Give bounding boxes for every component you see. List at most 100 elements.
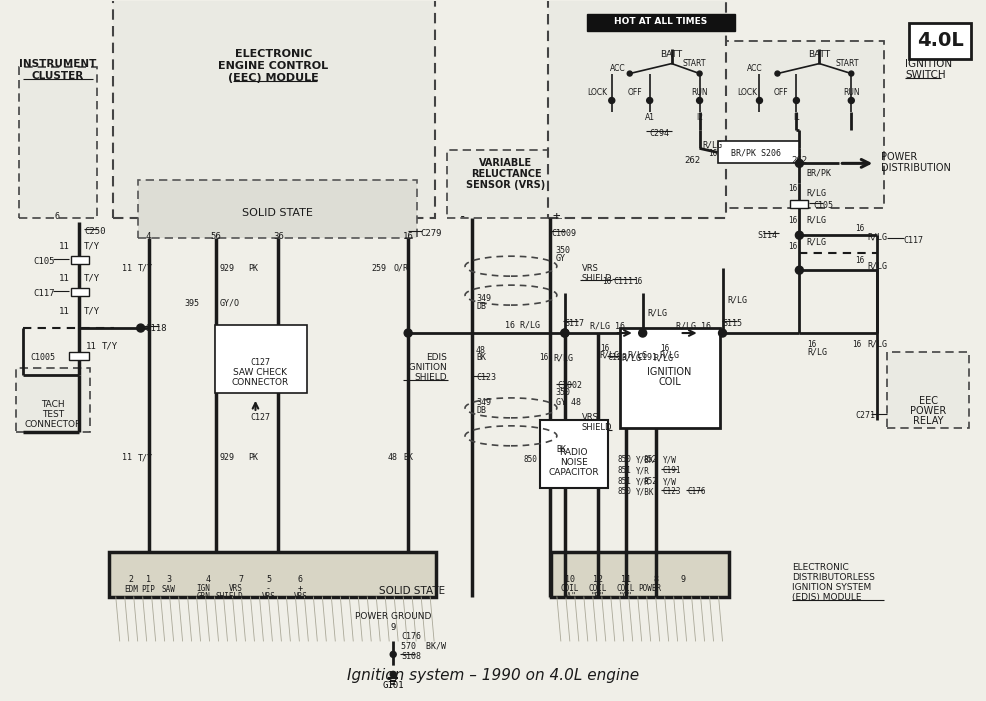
Circle shape [794, 97, 800, 104]
Text: GY/O: GY/O [220, 299, 240, 308]
Text: 16: 16 [708, 149, 717, 158]
Text: DISTRIBUTION: DISTRIBUTION [881, 163, 951, 173]
Text: IGNITION SYSTEM: IGNITION SYSTEM [793, 583, 872, 592]
Text: SAW CHECK: SAW CHECK [234, 369, 288, 377]
Circle shape [390, 651, 396, 658]
Text: GRN: GRN [196, 592, 211, 601]
Text: BK: BK [556, 445, 566, 454]
Text: 8: 8 [653, 575, 659, 584]
Text: 16: 16 [602, 277, 611, 285]
Circle shape [647, 97, 653, 104]
Text: COIL: COIL [616, 584, 635, 593]
Text: C117: C117 [34, 289, 55, 298]
Text: O/R: O/R [393, 264, 408, 273]
Text: POWER: POWER [638, 584, 662, 593]
Bar [71, 256, 89, 264]
Text: G101: G101 [383, 681, 404, 690]
Text: SENSOR (VRS): SENSOR (VRS) [466, 180, 545, 191]
Text: 16: 16 [788, 184, 797, 193]
Text: DB: DB [476, 407, 486, 416]
Text: R/LG: R/LG [807, 238, 826, 247]
Circle shape [561, 329, 569, 337]
Text: R/LG: R/LG [654, 353, 673, 362]
Text: TACH: TACH [41, 400, 65, 409]
Text: "A": "A" [563, 592, 577, 601]
Text: BR/PK: BR/PK [807, 169, 831, 178]
Bar [19, 67, 97, 218]
Text: C111: C111 [613, 277, 634, 285]
Text: 350: 350 [556, 388, 571, 397]
Text: 16: 16 [538, 353, 548, 362]
Text: BATT: BATT [809, 50, 830, 59]
Text: 349: 349 [476, 294, 491, 303]
Text: 11: 11 [121, 454, 132, 462]
Text: 1: 1 [146, 575, 151, 584]
Text: 36: 36 [273, 232, 284, 240]
Text: 259: 259 [371, 264, 387, 273]
Text: VRS: VRS [294, 592, 308, 601]
Text: 850: 850 [618, 455, 632, 464]
Text: 852: 852 [644, 455, 658, 464]
Text: SOLID STATE: SOLID STATE [379, 585, 446, 596]
Text: OFF: OFF [774, 88, 789, 97]
Text: C1005: C1005 [31, 353, 56, 362]
Text: R/LG: R/LG [599, 350, 620, 360]
Text: R/LG: R/LG [628, 350, 648, 360]
Circle shape [849, 71, 854, 76]
Text: C294: C294 [650, 129, 669, 138]
Text: Y/R: Y/R [636, 477, 650, 486]
Text: Y/BK: Y/BK [636, 455, 655, 464]
Text: 2: 2 [128, 575, 133, 584]
Text: T/Y: T/Y [84, 242, 100, 251]
Text: 9: 9 [680, 575, 685, 584]
Circle shape [697, 71, 702, 76]
Text: ELECTRONIC: ELECTRONIC [793, 563, 849, 572]
Text: C117: C117 [903, 236, 923, 245]
Text: 48: 48 [476, 346, 486, 355]
Bar [887, 352, 969, 428]
Text: 929: 929 [220, 264, 235, 273]
Text: 11: 11 [59, 242, 70, 251]
Bar [548, 0, 726, 218]
Text: 850: 850 [618, 487, 632, 496]
Text: SOLID STATE: SOLID STATE [242, 208, 313, 218]
Text: 16: 16 [788, 242, 797, 251]
Text: R/LG: R/LG [807, 216, 826, 225]
Text: 10: 10 [565, 575, 575, 584]
Text: START: START [683, 59, 706, 68]
Circle shape [696, 97, 703, 104]
Text: C250: C250 [85, 226, 106, 236]
Text: EEC: EEC [919, 396, 938, 406]
Bar [718, 142, 800, 163]
Text: IGNITION: IGNITION [905, 59, 952, 69]
Bar [585, 41, 884, 208]
Text: COIL: COIL [589, 584, 607, 593]
Text: ACC: ACC [610, 64, 625, 73]
Text: T/Y: T/Y [138, 264, 153, 273]
Text: 11: 11 [121, 264, 132, 273]
Circle shape [627, 71, 632, 76]
Circle shape [137, 324, 145, 332]
Bar [909, 22, 971, 59]
Text: SAW: SAW [162, 585, 176, 594]
Circle shape [756, 97, 762, 104]
Text: DISTRIBUTORLESS: DISTRIBUTORLESS [793, 573, 876, 582]
Text: IGNITION: IGNITION [648, 367, 692, 377]
Text: 12: 12 [593, 575, 602, 584]
Text: 395: 395 [184, 299, 199, 308]
Text: BATT: BATT [661, 50, 682, 59]
Circle shape [404, 329, 412, 337]
Text: LOCK: LOCK [738, 88, 757, 97]
Text: C105: C105 [34, 257, 55, 266]
Text: T/Y: T/Y [102, 341, 118, 350]
Text: 11: 11 [86, 341, 97, 350]
Text: C123: C123 [476, 374, 496, 383]
Text: T/Y: T/Y [138, 454, 153, 462]
Text: I1: I1 [793, 113, 800, 122]
Text: VRS: VRS [261, 592, 275, 601]
Text: POWER: POWER [881, 152, 918, 163]
Text: GY: GY [556, 254, 566, 263]
Bar [71, 288, 89, 296]
Text: RADIO: RADIO [560, 449, 588, 457]
Text: 852: 852 [644, 477, 658, 486]
